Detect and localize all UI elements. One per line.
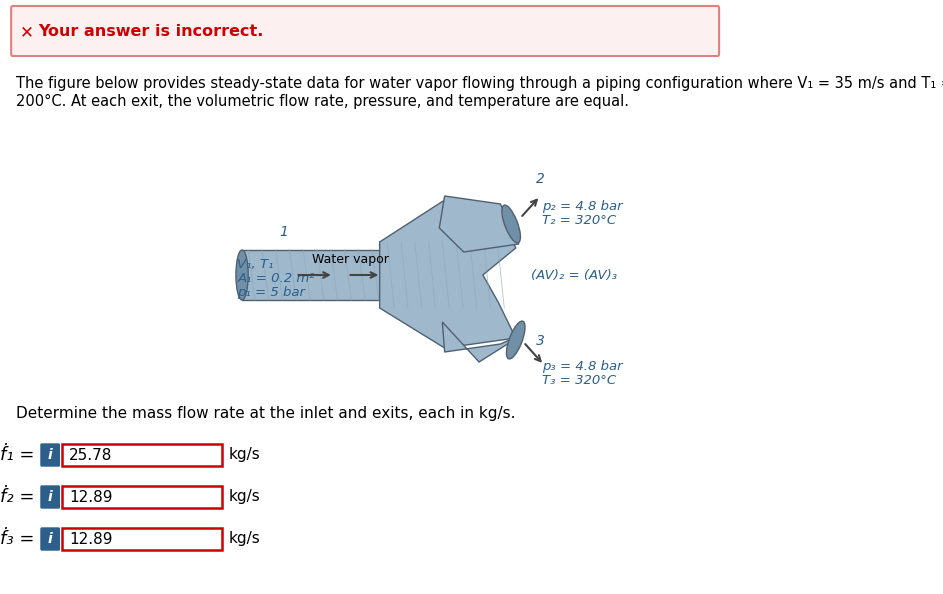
FancyBboxPatch shape (41, 486, 59, 508)
Text: i: i (48, 490, 53, 504)
Polygon shape (442, 322, 523, 362)
Text: p₂ = 4.8 bar: p₂ = 4.8 bar (541, 200, 622, 213)
FancyBboxPatch shape (61, 444, 223, 466)
Text: kg/s: kg/s (228, 447, 260, 463)
Text: i: i (48, 448, 53, 462)
Text: ḟ₃ =: ḟ₃ = (0, 530, 34, 548)
Text: Determine the mass flow rate at the inlet and exits, each in kg/s.: Determine the mass flow rate at the inle… (16, 406, 515, 421)
Ellipse shape (506, 321, 525, 359)
Text: 12.89: 12.89 (69, 532, 113, 546)
Text: The figure below provides steady-state data for water vapor flowing through a pi: The figure below provides steady-state d… (16, 76, 943, 91)
Polygon shape (242, 250, 381, 300)
Polygon shape (439, 196, 519, 252)
Text: (AV)₂ = (AV)₃: (AV)₂ = (AV)₃ (531, 268, 617, 282)
Text: kg/s: kg/s (228, 489, 260, 504)
Text: Your answer is incorrect.: Your answer is incorrect. (39, 24, 264, 39)
Text: p₁ = 5 bar: p₁ = 5 bar (238, 286, 306, 299)
Text: 3: 3 (536, 334, 545, 348)
Text: ✕: ✕ (20, 23, 33, 41)
FancyBboxPatch shape (41, 444, 59, 466)
FancyBboxPatch shape (61, 528, 223, 550)
Text: kg/s: kg/s (228, 532, 260, 546)
Ellipse shape (502, 205, 521, 243)
Text: T₂ = 320°C: T₂ = 320°C (541, 214, 616, 227)
Text: p₃ = 4.8 bar: p₃ = 4.8 bar (541, 360, 622, 373)
Text: 200°C. At each exit, the volumetric flow rate, pressure, and temperature are equ: 200°C. At each exit, the volumetric flow… (16, 94, 629, 109)
Ellipse shape (236, 250, 248, 300)
Text: 1: 1 (280, 225, 289, 239)
FancyBboxPatch shape (11, 6, 720, 56)
FancyBboxPatch shape (41, 528, 59, 550)
Text: A₁ = 0.2 m²: A₁ = 0.2 m² (238, 272, 315, 285)
Text: 12.89: 12.89 (69, 489, 113, 504)
Text: T₃ = 320°C: T₃ = 320°C (541, 374, 616, 387)
Text: 25.78: 25.78 (69, 447, 112, 463)
Polygon shape (380, 200, 516, 348)
Text: Water vapor: Water vapor (312, 253, 389, 266)
Text: V₁, T₁: V₁, T₁ (238, 258, 274, 271)
FancyBboxPatch shape (61, 486, 223, 508)
Text: i: i (48, 532, 53, 546)
Text: ḟ₂ =: ḟ₂ = (0, 488, 34, 506)
Text: 2: 2 (536, 172, 545, 186)
Text: ḟ₁ =: ḟ₁ = (0, 446, 34, 464)
